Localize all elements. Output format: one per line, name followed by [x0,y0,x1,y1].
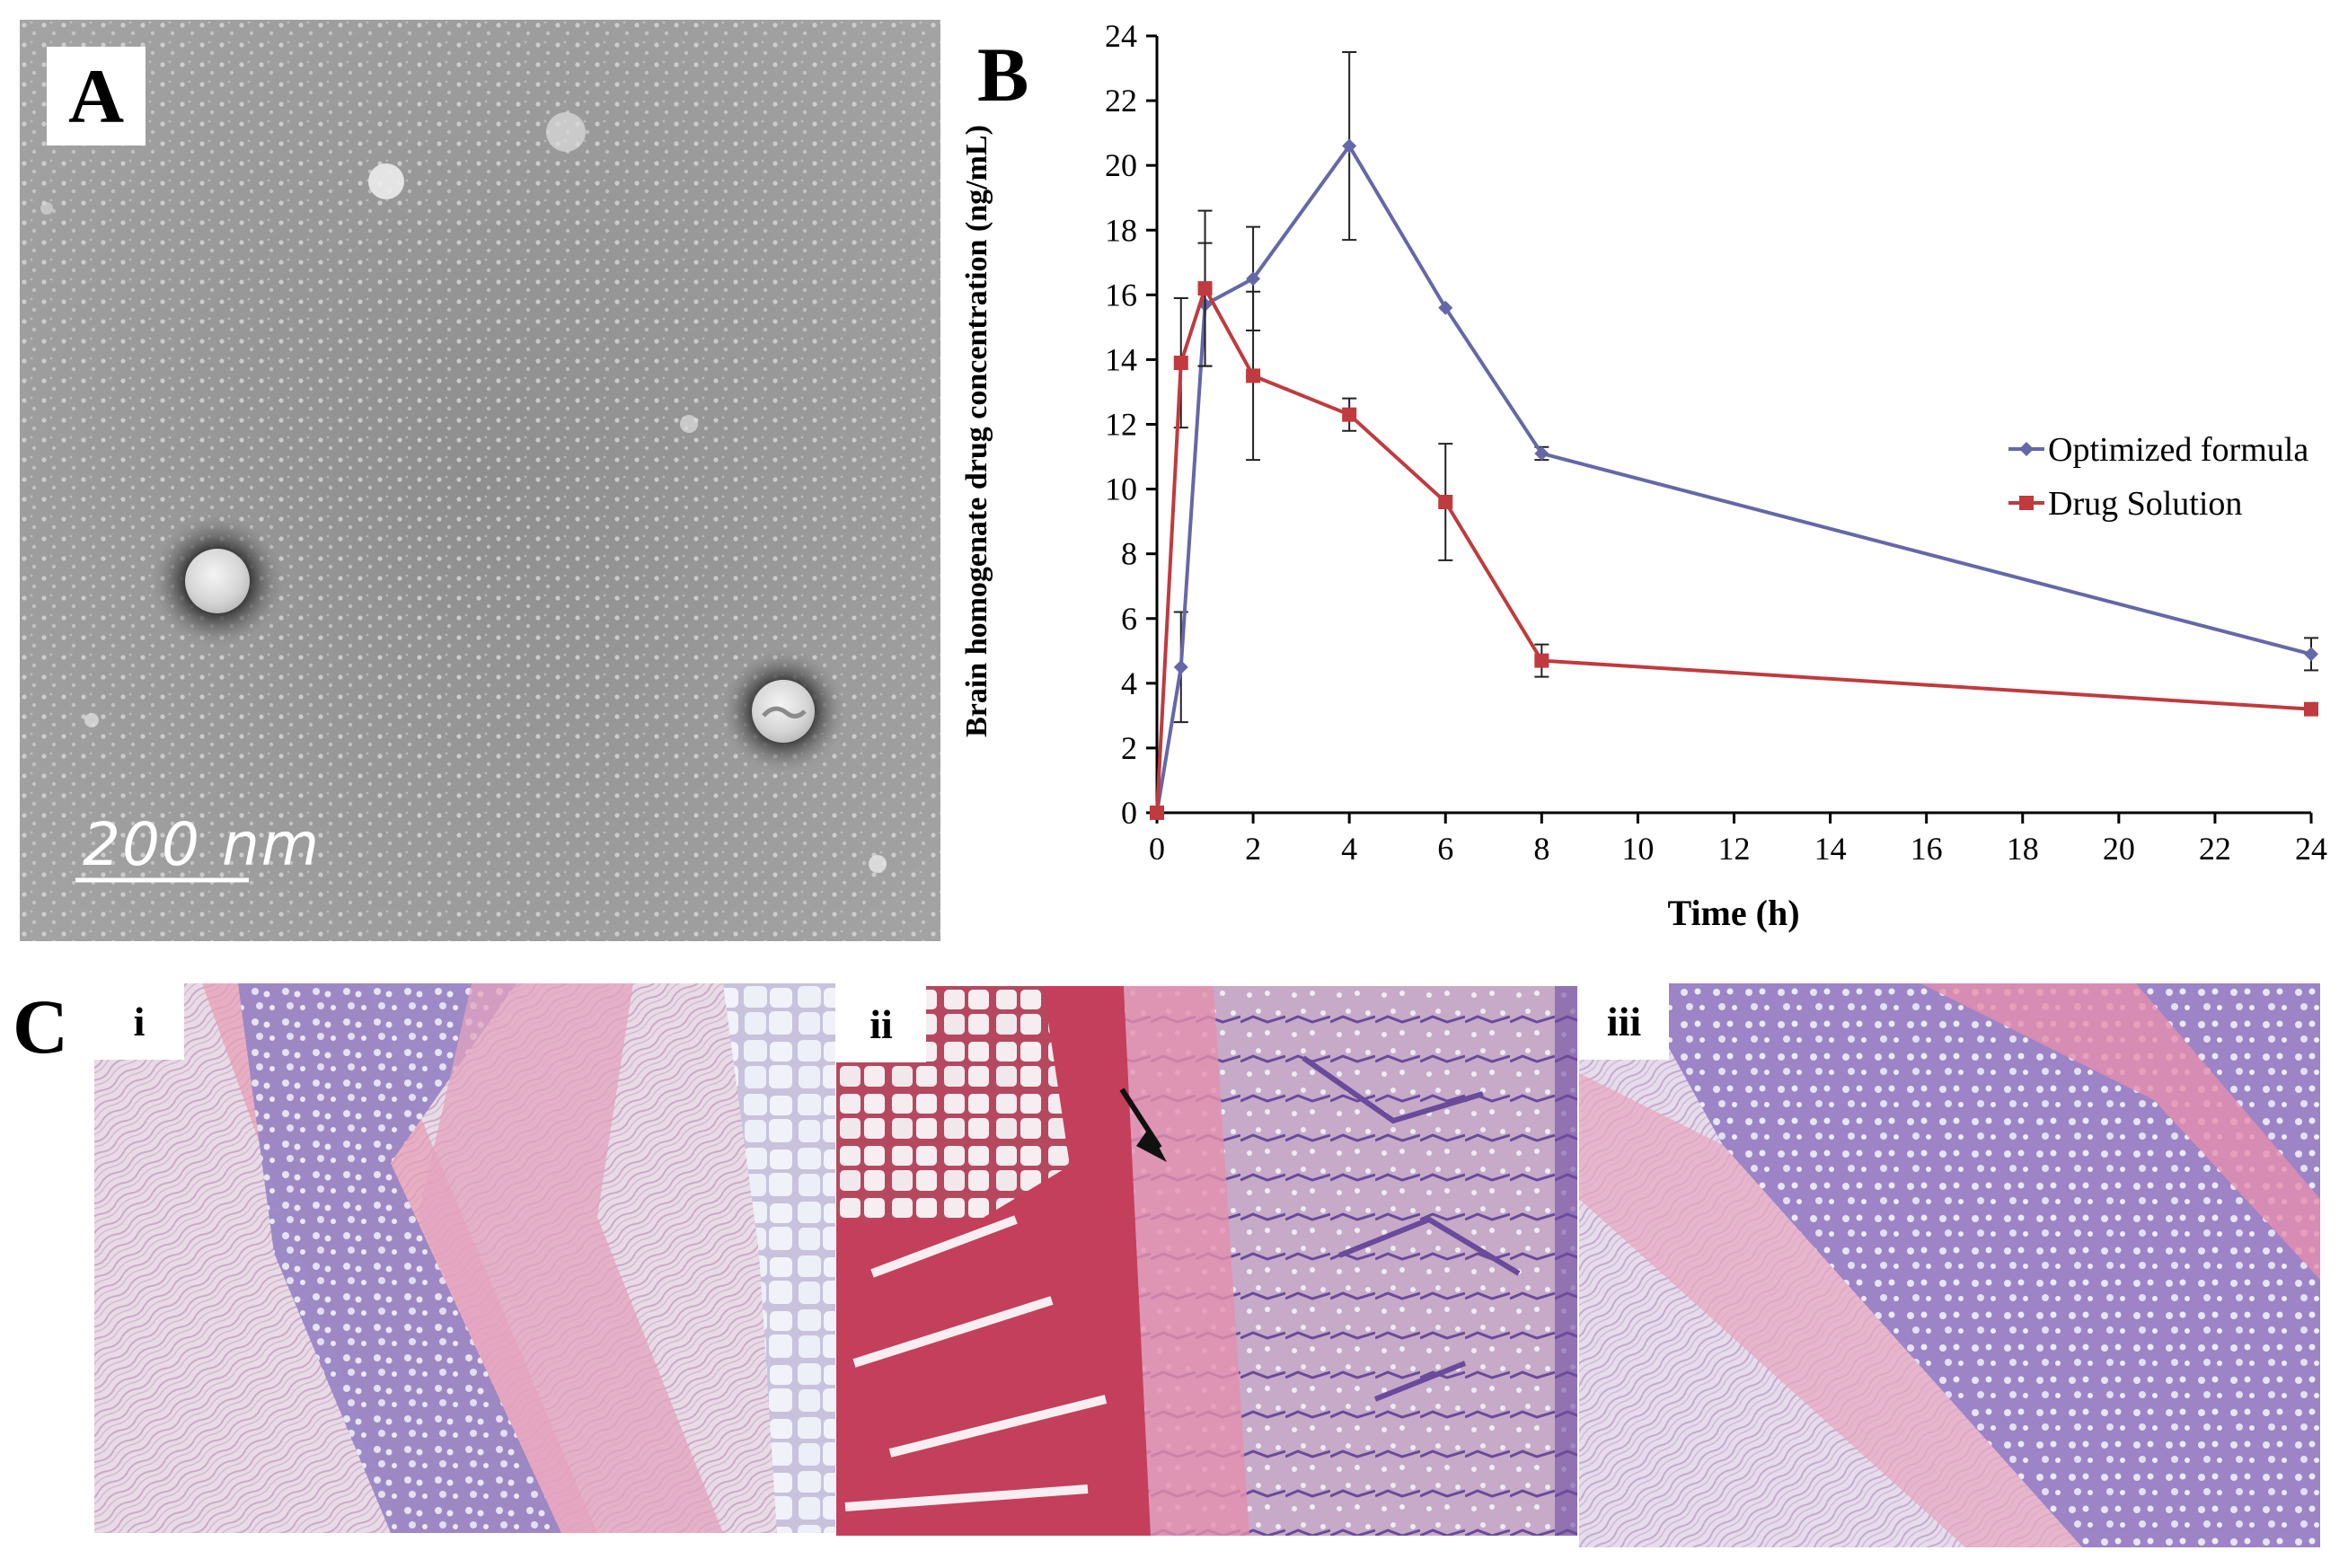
legend-marker-drug-solution [2019,496,2034,510]
panel-c-tag-iii: iii [1579,983,1669,1060]
y-tick-label: 22 [1105,83,1137,119]
histology-image-iii: iii [1579,983,2320,1547]
y-tick-label: 4 [1121,665,1137,701]
data-point-drug-solution [1342,407,1357,422]
legend-label-optimized: Optimized formula [2048,431,2308,469]
y-axis-title: Brain homogenate drug concentration (ng/… [960,125,993,737]
data-point-optimized [1173,659,1188,674]
data-point-drug-solution [1197,281,1213,296]
y-tick-label: 24 [1105,18,1137,54]
x-tick-label: 22 [2199,831,2231,867]
x-tick-label: 20 [2103,831,2135,867]
y-tick-label: 8 [1121,536,1137,572]
x-tick-label: 12 [1718,831,1751,867]
series-line-drug-solution [1155,284,2312,814]
x-tick-label: 18 [2007,831,2039,867]
y-tick-label: 18 [1105,212,1137,248]
x-tick-label: 6 [1437,831,1453,867]
data-point-optimized [1342,138,1357,154]
nanoparticle [185,549,250,613]
x-tick-label: 4 [1341,831,1357,867]
histology-image-i: i [94,983,835,1533]
x-tick-label: 16 [1911,831,1943,867]
data-point-drug-solution [1534,653,1549,668]
y-tick-label: 20 [1105,147,1137,183]
data-point-drug-solution [2304,701,2318,717]
series-line-optimized [1155,142,2312,814]
x-tick-label: 2 [1245,831,1261,867]
x-tick-label: 10 [1621,831,1654,867]
data-point-drug-solution [1150,806,1164,820]
data-point-optimized [2304,647,2318,662]
y-tick-label: 6 [1121,601,1137,637]
panel-c-tag-iii-text: iii [1606,998,1642,1044]
x-axis-title: Time (h) [1667,893,1799,933]
data-point-drug-solution [1246,368,1261,383]
panel-c-tag-i: i [94,983,184,1060]
panel-c-tag-ii-text: ii [869,1000,893,1047]
data-point-drug-solution [1438,495,1453,509]
scale-bar-label: 200 nm [83,810,322,879]
tem-micrograph: 200 nm A [20,20,940,941]
panel-a-letter: A [67,53,125,139]
y-tick-label: 10 [1105,471,1137,507]
tem-image [20,20,940,941]
concentration-time-chart: 0 2 4 6 8 10 12 14 16 18 20 22 240246810121416182022… [960,18,2327,933]
y-tick-label: 16 [1105,277,1137,313]
panel-b-letter: B [977,31,1029,118]
data-point-drug-solution [1173,356,1188,371]
data-point-optimized [1246,271,1261,286]
arrow-icon [1136,1128,1167,1162]
data-point-optimized [1534,445,1549,461]
y-tick-label: 12 [1105,407,1137,443]
data-point-optimized [1438,300,1453,315]
y-tick-label: 14 [1105,341,1137,377]
legend: Optimized formula Drug Solution [2008,431,2308,523]
panel-c-letter: C [13,983,69,1070]
x-tick-label: 8 [1533,831,1549,867]
panel-c-tag-i-text: i [133,998,146,1044]
legend-label-drug-solution: Drug Solution [2048,485,2242,523]
x-tick-label: 14 [1814,831,1847,867]
y-tick-label: 2 [1121,730,1137,766]
histology-image-ii: ii [836,986,1577,1536]
panel-a-label-box: A [47,47,146,145]
x-tick-label: 0 [1149,831,1165,867]
x-tick-label: 24 [2295,831,2327,867]
legend-marker-optimized [2019,442,2034,456]
y-tick-label: 0 [1121,795,1137,831]
panel-c-tag-ii: ii [836,986,926,1062]
